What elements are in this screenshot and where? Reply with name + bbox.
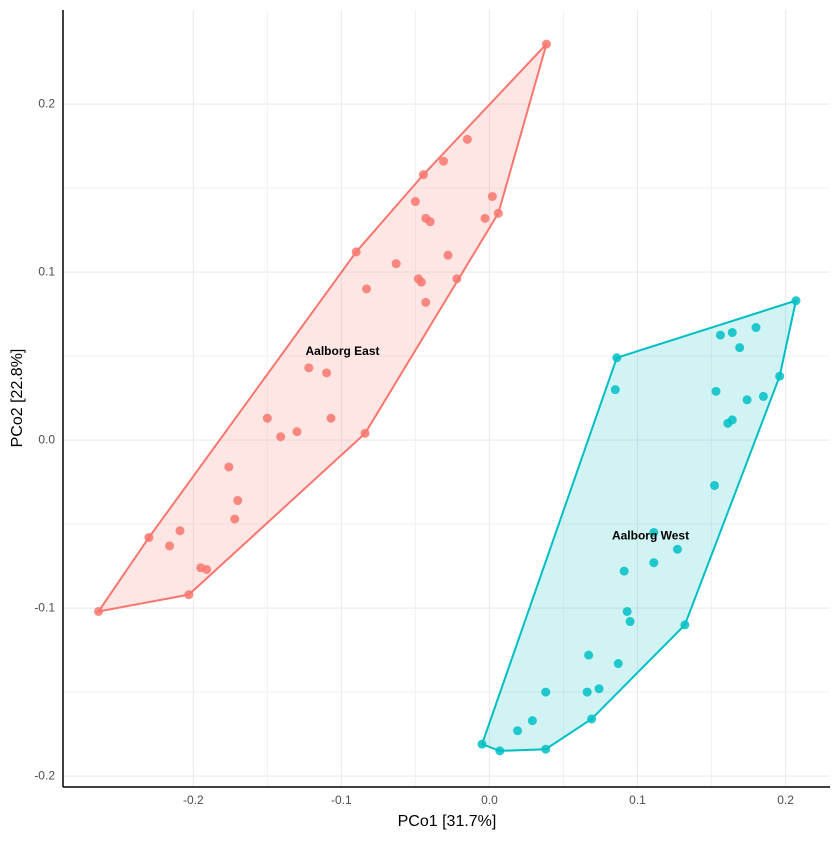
x-tick-label: -0.2 xyxy=(183,793,204,807)
x-tick-label: 0.0 xyxy=(481,793,498,807)
point xyxy=(587,714,597,724)
point xyxy=(233,496,243,506)
point xyxy=(495,746,505,756)
point xyxy=(410,197,420,207)
point xyxy=(493,208,503,218)
point xyxy=(202,564,212,574)
point xyxy=(144,533,154,543)
point xyxy=(477,739,487,749)
y-tick-label: 0.2 xyxy=(38,96,55,110)
point xyxy=(751,323,761,333)
point xyxy=(711,386,721,396)
y-tick-label: -0.1 xyxy=(34,600,55,614)
point xyxy=(230,514,240,524)
point xyxy=(541,39,551,49)
y-tick-label: 0.1 xyxy=(38,264,55,278)
point xyxy=(715,330,725,340)
point xyxy=(487,191,497,201)
point xyxy=(735,343,745,353)
point xyxy=(680,620,690,630)
point xyxy=(610,385,620,395)
point xyxy=(452,274,462,284)
x-tick-label: -0.1 xyxy=(331,793,352,807)
x-tick-label: 0.1 xyxy=(629,793,646,807)
y-axis-title: PCo2 [22.8%] xyxy=(9,349,26,448)
point xyxy=(594,684,604,694)
point xyxy=(582,687,592,697)
point xyxy=(775,371,785,381)
point xyxy=(443,250,453,260)
y-tick-label: 0.0 xyxy=(38,432,55,446)
group-label: Aalborg West xyxy=(612,529,689,543)
point xyxy=(758,391,768,401)
point xyxy=(322,368,332,378)
point xyxy=(480,213,490,223)
x-axis-title: PCo1 [31.7%] xyxy=(398,813,497,830)
point xyxy=(425,217,435,227)
point xyxy=(672,544,682,554)
point xyxy=(649,527,659,537)
point xyxy=(619,566,629,576)
point xyxy=(292,427,302,437)
point xyxy=(791,296,801,306)
point xyxy=(175,526,185,536)
point xyxy=(742,395,752,405)
point xyxy=(622,606,632,616)
point xyxy=(584,650,594,660)
point xyxy=(184,590,194,600)
point xyxy=(362,284,372,294)
point xyxy=(276,432,286,442)
point xyxy=(360,428,370,438)
y-tick-label: -0.2 xyxy=(34,768,55,782)
x-tick-label: 0.2 xyxy=(777,793,794,807)
point xyxy=(527,716,537,726)
point xyxy=(262,413,272,423)
point xyxy=(165,541,175,551)
point xyxy=(439,156,449,166)
point xyxy=(649,558,659,568)
point xyxy=(710,480,720,490)
point xyxy=(723,418,733,428)
point xyxy=(418,170,428,180)
point xyxy=(304,363,314,373)
group-label: Aalborg East xyxy=(306,344,380,358)
point xyxy=(727,328,737,338)
point xyxy=(612,353,622,363)
point xyxy=(462,134,472,144)
point xyxy=(541,687,551,697)
point xyxy=(326,413,336,423)
point xyxy=(613,659,623,669)
point xyxy=(541,744,551,754)
point xyxy=(351,247,361,257)
point xyxy=(513,726,523,736)
point xyxy=(416,277,426,287)
point xyxy=(625,617,635,627)
point xyxy=(224,462,234,472)
point xyxy=(94,606,104,616)
point xyxy=(391,259,401,269)
point xyxy=(421,297,431,307)
